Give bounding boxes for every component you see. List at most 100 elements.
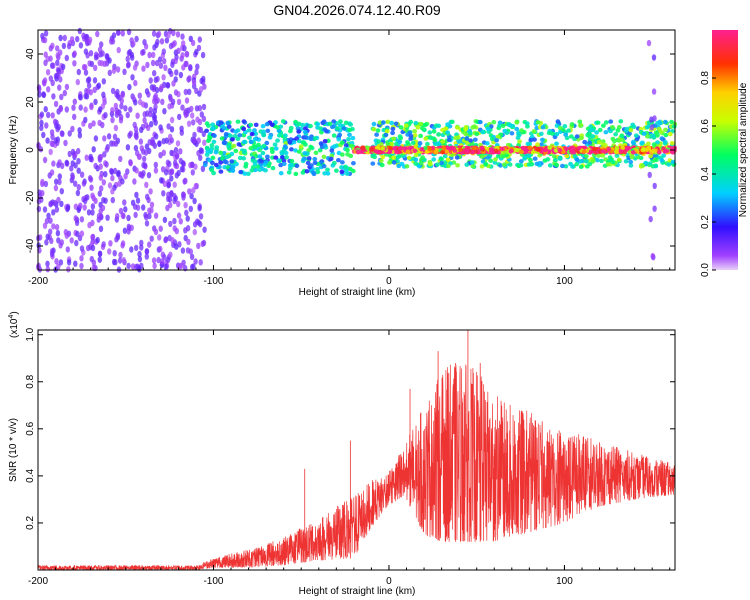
spectrogram-cell [162, 254, 167, 261]
spectrogram-cell [188, 63, 193, 71]
spectrogram-cell [384, 129, 390, 134]
spectrogram-cell [166, 123, 171, 130]
spectrogram-cell [39, 196, 44, 203]
spectrogram-cell [296, 129, 302, 134]
spectrogram-cell [472, 145, 477, 151]
spectrogram-cell [100, 50, 105, 57]
spectrogram-cell [298, 144, 304, 149]
spectrogram-cell [161, 138, 166, 145]
spectrogram-cell [174, 172, 179, 179]
spectrogram-cell [519, 128, 524, 133]
spectrogram-cell [644, 125, 650, 130]
spectrogram-cell [194, 48, 199, 56]
spectrogram-cell [103, 197, 108, 204]
spectrogram-cell [493, 157, 498, 162]
spectrogram-cell [65, 246, 71, 253]
spectrogram-cell [525, 124, 530, 129]
spectrogram-cell [347, 132, 352, 137]
spectrogram-cell [286, 170, 292, 175]
spectrogram-cell [178, 218, 183, 225]
spectrogram-cell [107, 69, 113, 77]
spectrogram-cell [120, 240, 126, 247]
spectrogram-cell [111, 258, 117, 266]
spectrogram-cell [445, 122, 450, 127]
spectrogram-cell [618, 119, 624, 124]
spectrogram-cell [64, 83, 70, 91]
spectrogram-cell [597, 149, 603, 154]
spectrogram-cell [230, 137, 235, 142]
spectrogram-cell [334, 168, 339, 173]
spectrogram-cell [202, 139, 207, 146]
spectrogram-cell [41, 131, 46, 139]
spectrogram-cell [634, 137, 640, 142]
spectrogram-y-label: Frequency (Hz) [8, 116, 19, 185]
spectrogram-cell [293, 148, 298, 153]
spectrogram-cell [452, 148, 458, 153]
spectrogram-cell [58, 76, 63, 83]
spectrogram-cell [174, 152, 180, 159]
spectrogram-cell [89, 103, 94, 111]
spectrogram-cell [265, 128, 271, 133]
spectrogram-cell [138, 171, 144, 178]
spectrogram-cell [427, 146, 433, 152]
spectrogram-cell [439, 160, 445, 166]
spectrogram-cell [166, 181, 172, 188]
spectrogram-cell [464, 136, 470, 141]
spectrogram-cell [96, 212, 102, 220]
spectrogram-cell [159, 83, 164, 91]
spectrogram-cell [64, 232, 70, 239]
spectrogram-cell [63, 139, 68, 147]
spectrogram-cell [97, 250, 103, 257]
spectrogram-cell [54, 224, 60, 231]
spectrogram-cell [48, 228, 53, 235]
spectrogram-cell [189, 253, 195, 260]
spectrogram-cell [495, 134, 501, 139]
spectrogram-cell [134, 191, 139, 199]
spectrogram-cell [336, 137, 342, 142]
spectrogram-cell [181, 194, 186, 201]
spectrogram-cell [201, 239, 207, 247]
spectrogram-cell [121, 256, 127, 264]
spectrogram-cell [73, 180, 78, 187]
colorbar-label: Normalized spectral amplitude [738, 82, 749, 217]
spectrogram-cell [58, 34, 63, 42]
spectrogram-cell [53, 184, 59, 192]
spectrogram-cell [624, 126, 630, 132]
spectrogram-cell [343, 168, 349, 173]
spectrogram-cell [546, 130, 552, 136]
spectrogram-cell [349, 143, 354, 149]
spectrogram-cell [172, 217, 177, 225]
spectrogram-cell [197, 118, 203, 126]
spectrogram-cell [81, 63, 87, 71]
spectrogram-cell [70, 148, 76, 156]
spectrogram-cell [601, 149, 606, 154]
spectrogram-cell [41, 91, 46, 98]
spectrogram-cell [142, 155, 147, 163]
spectrogram-cell [488, 158, 493, 163]
spectrogram-cell [88, 50, 94, 57]
spectrogram-cell [666, 162, 672, 167]
spectrogram-cell [144, 220, 150, 227]
spectrogram-cell [431, 157, 437, 162]
spectrogram-cell [391, 160, 397, 165]
spectrogram-cell [211, 125, 216, 131]
spectrogram-cell [208, 149, 213, 154]
spectrogram-cell [120, 91, 125, 99]
spectrogram-cell [331, 119, 337, 124]
spectrogram-cell [126, 223, 131, 230]
spectrogram-cell [148, 188, 153, 195]
spectrogram-cell [224, 160, 229, 165]
spectrogram-cell [518, 163, 524, 168]
spectrogram-cell [79, 216, 85, 223]
spectrogram-cell [350, 135, 356, 141]
spectrogram-cell [112, 133, 118, 140]
spectrogram-cell [196, 126, 202, 133]
spectrogram-cell [73, 215, 78, 222]
spectrogram-cell [444, 149, 449, 154]
spectrogram-cell [186, 120, 192, 127]
spectrogram-cell [175, 140, 181, 147]
spectrogram-cell [412, 148, 418, 153]
spectrogram-cell [417, 141, 423, 146]
spectrogram-cell [574, 134, 580, 139]
spectrogram-cell [44, 122, 49, 129]
